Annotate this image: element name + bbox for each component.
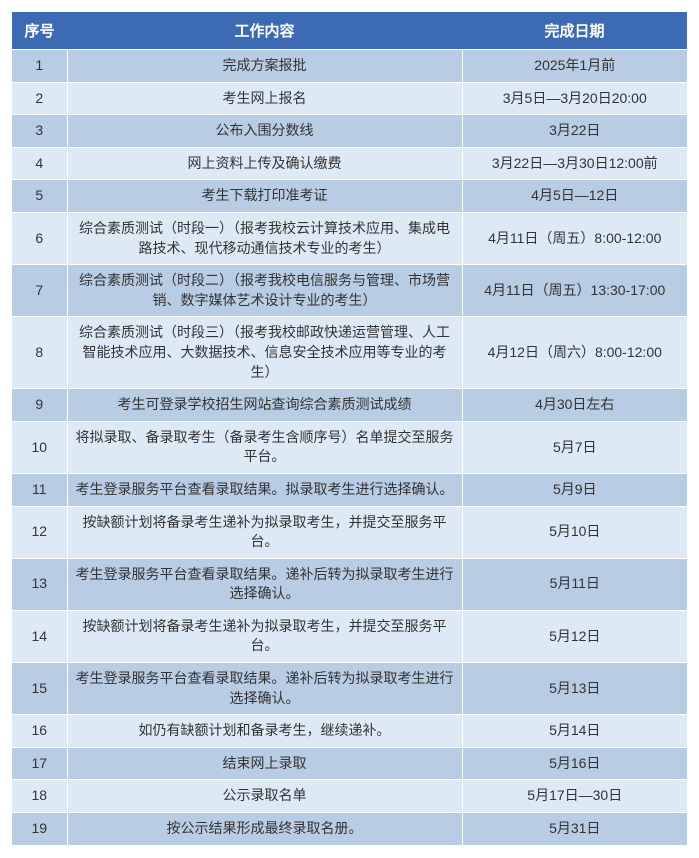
table-row: 10将拟录取、备录取考生（备录考生含顺序号）名单提交至服务平台。5月7日 [12,421,687,473]
cell-seq: 5 [12,180,67,213]
cell-content: 考生登录服务平台查看录取结果。递补后转为拟录取考生进行选择确认。 [67,558,462,610]
table-row: 1完成方案报批2025年1月前 [12,50,687,83]
cell-seq: 14 [12,610,67,662]
cell-content: 如仍有缺额计划和备录考生，继续递补。 [67,715,462,748]
table-row: 7综合素质测试（时段二）（报考我校电信服务与管理、市场营销、数字媒体艺术设计专业… [12,265,687,317]
cell-content: 综合素质测试（时段一）（报考我校云计算技术应用、集成电路技术、现代移动通信技术专… [67,212,462,264]
cell-seq: 9 [12,389,67,422]
cell-seq: 15 [12,663,67,715]
cell-content: 结束网上录取 [67,747,462,780]
cell-content: 将拟录取、备录取考生（备录考生含顺序号）名单提交至服务平台。 [67,421,462,473]
cell-date: 5月17日—30日 [462,780,687,813]
cell-date: 5月16日 [462,747,687,780]
table-row: 11考生登录服务平台查看录取结果。拟录取考生进行选择确认。5月9日 [12,473,687,506]
cell-seq: 12 [12,506,67,558]
table-row: 19按公示结果形成最终录取名册。5月31日 [12,813,687,846]
cell-date: 5月14日 [462,715,687,748]
table-row: 4网上资料上传及确认缴费3月22日—3月30日12:00前 [12,147,687,180]
table-row: 18公示录取名单5月17日—30日 [12,780,687,813]
header-seq: 序号 [12,12,67,50]
cell-seq: 17 [12,747,67,780]
header-date: 完成日期 [462,12,687,50]
cell-date: 5月31日 [462,813,687,846]
cell-content: 按缺额计划将备录考生递补为拟录取考生，并提交至服务平台。 [67,506,462,558]
cell-seq: 2 [12,82,67,115]
cell-seq: 4 [12,147,67,180]
cell-content: 按公示结果形成最终录取名册。 [67,813,462,846]
cell-date: 5月13日 [462,663,687,715]
cell-date: 5月10日 [462,506,687,558]
cell-content: 按缺额计划将备录考生递补为拟录取考生，并提交至服务平台。 [67,610,462,662]
cell-content: 考生可登录学校招生网站查询综合素质测试成绩 [67,389,462,422]
cell-date: 2025年1月前 [462,50,687,83]
table-body: 1完成方案报批2025年1月前2考生网上报名3月5日—3月20日20:003公布… [12,50,687,846]
table-row: 3公布入围分数线3月22日 [12,115,687,148]
cell-content: 综合素质测试（时段二）（报考我校电信服务与管理、市场营销、数字媒体艺术设计专业的… [67,265,462,317]
schedule-table: 序号 工作内容 完成日期 1完成方案报批2025年1月前2考生网上报名3月5日—… [12,12,687,846]
cell-date: 5月7日 [462,421,687,473]
table-row: 9考生可登录学校招生网站查询综合素质测试成绩4月30日左右 [12,389,687,422]
cell-date: 5月12日 [462,610,687,662]
cell-date: 3月22日—3月30日12:00前 [462,147,687,180]
cell-date: 4月5日—12日 [462,180,687,213]
cell-seq: 7 [12,265,67,317]
cell-content: 完成方案报批 [67,50,462,83]
cell-content: 考生登录服务平台查看录取结果。递补后转为拟录取考生进行选择确认。 [67,663,462,715]
cell-content: 考生下载打印准考证 [67,180,462,213]
table-header: 序号 工作内容 完成日期 [12,12,687,50]
header-content: 工作内容 [67,12,462,50]
cell-seq: 3 [12,115,67,148]
table-row: 14按缺额计划将备录考生递补为拟录取考生，并提交至服务平台。5月12日 [12,610,687,662]
cell-date: 4月11日（周五）13:30-17:00 [462,265,687,317]
cell-content: 公布入围分数线 [67,115,462,148]
cell-date: 5月11日 [462,558,687,610]
table-row: 12按缺额计划将备录考生递补为拟录取考生，并提交至服务平台。5月10日 [12,506,687,558]
cell-seq: 8 [12,317,67,389]
cell-date: 5月9日 [462,473,687,506]
cell-seq: 19 [12,813,67,846]
cell-date: 4月12日（周六）8:00-12:00 [462,317,687,389]
cell-seq: 13 [12,558,67,610]
cell-seq: 18 [12,780,67,813]
cell-content: 综合素质测试（时段三）（报考我校邮政快递运营管理、人工智能技术应用、大数据技术、… [67,317,462,389]
table-row: 2考生网上报名3月5日—3月20日20:00 [12,82,687,115]
table-row: 13考生登录服务平台查看录取结果。递补后转为拟录取考生进行选择确认。5月11日 [12,558,687,610]
cell-date: 4月11日（周五）8:00-12:00 [462,212,687,264]
cell-seq: 11 [12,473,67,506]
table-row: 8综合素质测试（时段三）（报考我校邮政快递运营管理、人工智能技术应用、大数据技术… [12,317,687,389]
table-row: 17结束网上录取5月16日 [12,747,687,780]
table-row: 15考生登录服务平台查看录取结果。递补后转为拟录取考生进行选择确认。5月13日 [12,663,687,715]
table-row: 16如仍有缺额计划和备录考生，继续递补。5月14日 [12,715,687,748]
cell-seq: 10 [12,421,67,473]
cell-content: 考生登录服务平台查看录取结果。拟录取考生进行选择确认。 [67,473,462,506]
cell-seq: 1 [12,50,67,83]
cell-date: 3月5日—3月20日20:00 [462,82,687,115]
cell-seq: 16 [12,715,67,748]
table-row: 6综合素质测试（时段一）（报考我校云计算技术应用、集成电路技术、现代移动通信技术… [12,212,687,264]
cell-content: 公示录取名单 [67,780,462,813]
cell-content: 网上资料上传及确认缴费 [67,147,462,180]
cell-date: 3月22日 [462,115,687,148]
table-row: 5考生下载打印准考证4月5日—12日 [12,180,687,213]
cell-seq: 6 [12,212,67,264]
cell-date: 4月30日左右 [462,389,687,422]
cell-content: 考生网上报名 [67,82,462,115]
